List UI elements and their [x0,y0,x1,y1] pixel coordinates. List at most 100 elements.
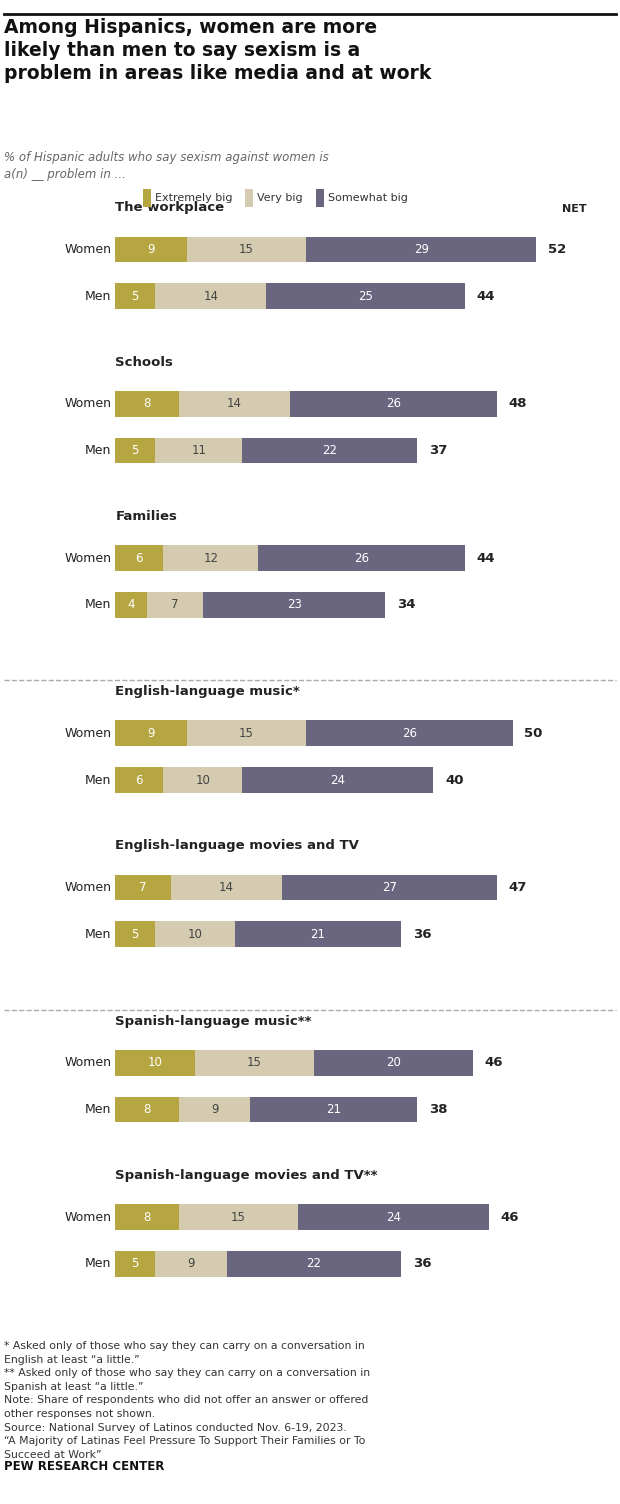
FancyBboxPatch shape [290,391,497,417]
FancyBboxPatch shape [187,236,306,262]
Text: 40: 40 [445,773,464,787]
FancyBboxPatch shape [179,391,290,417]
Text: 21: 21 [311,928,326,942]
FancyBboxPatch shape [115,1251,155,1277]
Text: 9: 9 [211,1102,218,1116]
Text: 21: 21 [326,1102,342,1116]
FancyBboxPatch shape [155,438,242,463]
Text: 6: 6 [135,552,143,564]
Text: 14: 14 [203,290,218,302]
FancyBboxPatch shape [250,1096,417,1122]
Text: 5: 5 [131,1257,139,1271]
FancyBboxPatch shape [171,875,282,901]
Text: 10: 10 [195,773,210,787]
FancyBboxPatch shape [234,922,401,948]
Text: 10: 10 [187,928,202,942]
Text: 10: 10 [148,1056,162,1069]
Text: 5: 5 [131,928,139,942]
Text: 26: 26 [386,397,401,411]
Text: 37: 37 [429,444,448,457]
Text: Men: Men [85,444,112,457]
Text: Women: Women [64,726,112,740]
FancyBboxPatch shape [226,1251,401,1277]
Text: Men: Men [85,1102,112,1116]
Text: Men: Men [85,290,112,302]
FancyBboxPatch shape [115,544,163,572]
Text: 25: 25 [358,290,373,302]
FancyBboxPatch shape [259,544,465,572]
FancyBboxPatch shape [115,1205,179,1230]
FancyBboxPatch shape [242,438,417,463]
Text: 36: 36 [414,928,432,942]
Text: 44: 44 [477,290,495,302]
FancyBboxPatch shape [163,767,242,793]
Text: Women: Women [64,397,112,411]
Text: Somewhat big: Somewhat big [328,193,408,203]
Text: 46: 46 [500,1211,519,1224]
Text: % of Hispanic adults who say sexism against women is
a(n) __ problem in ...: % of Hispanic adults who say sexism agai… [4,152,329,182]
Text: Very big: Very big [257,193,303,203]
FancyBboxPatch shape [115,1096,179,1122]
Text: Men: Men [85,599,112,611]
FancyBboxPatch shape [187,720,306,746]
FancyBboxPatch shape [115,391,179,417]
FancyBboxPatch shape [115,438,155,463]
Text: Among Hispanics, women are more
likely than men to say sexism is a
problem in ar: Among Hispanics, women are more likely t… [4,18,432,83]
FancyBboxPatch shape [316,190,324,208]
Text: English-language movies and TV: English-language movies and TV [115,839,359,853]
Text: Spanish-language movies and TV**: Spanish-language movies and TV** [115,1169,378,1182]
Text: 24: 24 [386,1211,401,1224]
Text: 15: 15 [239,726,254,740]
Text: 48: 48 [508,397,527,411]
Text: 7: 7 [171,599,179,611]
Text: 44: 44 [477,552,495,564]
FancyBboxPatch shape [115,767,163,793]
FancyBboxPatch shape [245,190,253,208]
FancyBboxPatch shape [115,1050,195,1075]
Text: 27: 27 [382,881,397,893]
FancyBboxPatch shape [115,922,155,948]
Text: 14: 14 [219,881,234,893]
FancyBboxPatch shape [242,767,433,793]
FancyBboxPatch shape [115,236,187,262]
Text: NET: NET [562,205,587,215]
FancyBboxPatch shape [155,1251,226,1277]
FancyBboxPatch shape [115,875,171,901]
Text: * Asked only of those who say they can carry on a conversation in
English at lea: * Asked only of those who say they can c… [4,1342,370,1460]
Text: 9: 9 [187,1257,195,1271]
Text: Families: Families [115,510,177,523]
Text: 5: 5 [131,290,139,302]
Text: 5: 5 [131,444,139,457]
FancyBboxPatch shape [306,720,513,746]
Text: Schools: Schools [115,356,173,368]
FancyBboxPatch shape [179,1096,250,1122]
Text: Women: Women [64,881,112,893]
Text: 46: 46 [485,1056,503,1069]
Text: The workplace: The workplace [115,202,224,215]
Text: 26: 26 [354,552,369,564]
Text: 47: 47 [508,881,527,893]
Text: 6: 6 [135,773,143,787]
Text: 4: 4 [128,599,135,611]
Text: 8: 8 [143,1102,151,1116]
Text: 15: 15 [231,1211,246,1224]
Text: 24: 24 [330,773,345,787]
Text: Women: Women [64,552,112,564]
Text: 8: 8 [143,1211,151,1224]
FancyBboxPatch shape [203,593,386,618]
FancyBboxPatch shape [314,1050,473,1075]
Text: 38: 38 [429,1102,448,1116]
Text: Men: Men [85,773,112,787]
Text: Men: Men [85,928,112,942]
FancyBboxPatch shape [306,236,536,262]
Text: Women: Women [64,1056,112,1069]
FancyBboxPatch shape [115,593,147,618]
Text: Men: Men [85,1257,112,1271]
FancyBboxPatch shape [115,720,187,746]
Text: 15: 15 [239,244,254,256]
Text: English-language music*: English-language music* [115,686,300,698]
Text: 23: 23 [286,599,301,611]
Text: Women: Women [64,244,112,256]
Text: 22: 22 [322,444,337,457]
FancyBboxPatch shape [179,1205,298,1230]
